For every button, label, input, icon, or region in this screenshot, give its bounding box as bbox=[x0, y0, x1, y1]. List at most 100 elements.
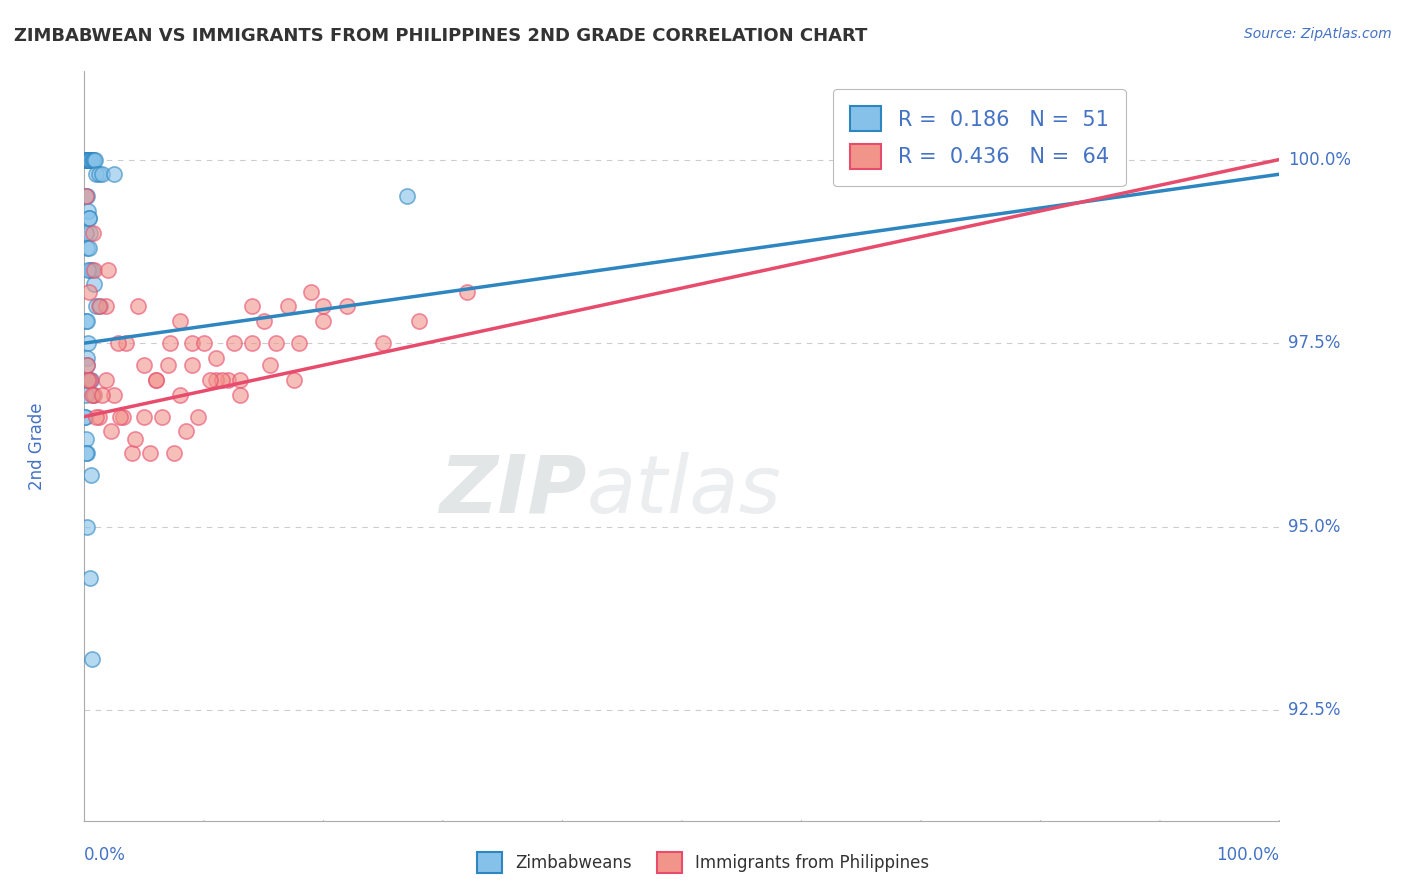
Point bbox=[77, 373, 100, 387]
Text: Source: ZipAtlas.com: Source: ZipAtlas.com bbox=[1244, 27, 1392, 41]
Point bbox=[181, 336, 204, 351]
Point bbox=[75, 409, 97, 424]
Point bbox=[83, 277, 105, 292]
Point bbox=[75, 432, 97, 446]
Point bbox=[181, 358, 204, 372]
Point bbox=[217, 373, 239, 387]
Point bbox=[253, 314, 276, 328]
Point bbox=[187, 409, 209, 424]
Point bbox=[75, 314, 97, 328]
Point bbox=[259, 358, 281, 372]
Point bbox=[456, 285, 478, 299]
Point bbox=[76, 189, 98, 203]
Point bbox=[150, 409, 173, 424]
Point bbox=[76, 241, 98, 255]
Point bbox=[240, 336, 263, 351]
Point bbox=[222, 336, 245, 351]
Point bbox=[76, 153, 98, 167]
Point bbox=[336, 300, 359, 314]
Point bbox=[288, 336, 311, 351]
Text: 2nd Grade: 2nd Grade bbox=[28, 402, 45, 490]
Point bbox=[163, 446, 186, 460]
Point bbox=[97, 262, 120, 277]
Point bbox=[169, 387, 191, 401]
Point bbox=[139, 446, 162, 460]
Point bbox=[76, 358, 98, 372]
Point bbox=[76, 446, 98, 460]
Text: 92.5%: 92.5% bbox=[1288, 701, 1340, 720]
Point bbox=[229, 387, 252, 401]
Point bbox=[80, 468, 103, 483]
Point bbox=[73, 409, 96, 424]
Point bbox=[79, 153, 101, 167]
Point bbox=[87, 300, 110, 314]
Point bbox=[264, 336, 287, 351]
Point bbox=[115, 336, 138, 351]
Point bbox=[193, 336, 215, 351]
Point bbox=[80, 262, 103, 277]
Point bbox=[373, 336, 395, 351]
Point bbox=[82, 153, 104, 167]
Point bbox=[145, 373, 167, 387]
Point bbox=[205, 351, 228, 365]
Point bbox=[89, 300, 111, 314]
Text: 97.5%: 97.5% bbox=[1288, 334, 1340, 352]
Point bbox=[145, 373, 167, 387]
Point bbox=[77, 336, 100, 351]
Point bbox=[77, 241, 100, 255]
Point bbox=[132, 358, 156, 372]
Point bbox=[169, 314, 191, 328]
Point bbox=[91, 387, 114, 401]
Point bbox=[127, 300, 149, 314]
Point bbox=[77, 285, 100, 299]
Point bbox=[157, 358, 180, 372]
Point bbox=[408, 314, 430, 328]
Point bbox=[86, 167, 108, 181]
Point bbox=[240, 300, 263, 314]
Point bbox=[76, 314, 98, 328]
Point bbox=[124, 432, 146, 446]
Point bbox=[77, 211, 100, 226]
Point bbox=[75, 387, 97, 401]
Point bbox=[76, 351, 98, 365]
Point bbox=[396, 189, 419, 203]
Point bbox=[83, 262, 105, 277]
Legend: R =  0.186   N =  51, R =  0.436   N =  64: R = 0.186 N = 51, R = 0.436 N = 64 bbox=[834, 89, 1126, 186]
Point bbox=[75, 153, 97, 167]
Point bbox=[80, 387, 103, 401]
Point bbox=[77, 153, 100, 167]
Text: atlas: atlas bbox=[586, 452, 782, 530]
Text: 100.0%: 100.0% bbox=[1216, 846, 1279, 863]
Point bbox=[121, 446, 143, 460]
Point bbox=[100, 425, 122, 439]
Text: 100.0%: 100.0% bbox=[1288, 151, 1351, 169]
Point bbox=[103, 387, 125, 401]
Point bbox=[80, 153, 103, 167]
Point bbox=[75, 153, 97, 167]
Text: ZIMBABWEAN VS IMMIGRANTS FROM PHILIPPINES 2ND GRADE CORRELATION CHART: ZIMBABWEAN VS IMMIGRANTS FROM PHILIPPINE… bbox=[14, 27, 868, 45]
Point bbox=[205, 373, 228, 387]
Point bbox=[84, 153, 107, 167]
Text: 95.0%: 95.0% bbox=[1288, 517, 1340, 536]
Point bbox=[83, 153, 105, 167]
Point bbox=[77, 373, 100, 387]
Point bbox=[86, 409, 108, 424]
Point bbox=[94, 373, 117, 387]
Point bbox=[77, 203, 100, 218]
Point bbox=[159, 336, 181, 351]
Point bbox=[107, 336, 129, 351]
Point bbox=[79, 571, 101, 585]
Point bbox=[312, 300, 335, 314]
Point bbox=[277, 300, 299, 314]
Point bbox=[229, 373, 252, 387]
Text: 0.0%: 0.0% bbox=[84, 846, 127, 863]
Point bbox=[86, 300, 108, 314]
Point bbox=[111, 409, 134, 424]
Point bbox=[198, 373, 221, 387]
Point bbox=[79, 226, 101, 240]
Point bbox=[75, 189, 97, 203]
Point bbox=[82, 652, 104, 666]
Point bbox=[110, 409, 132, 424]
Point bbox=[312, 314, 335, 328]
Point bbox=[75, 226, 97, 240]
